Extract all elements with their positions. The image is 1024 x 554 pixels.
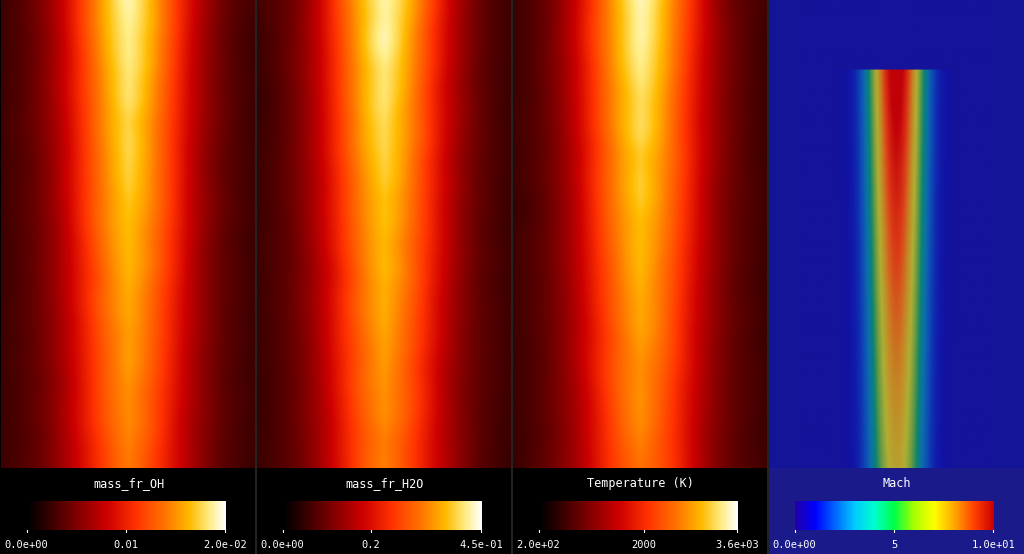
Text: mass_fr_OH: mass_fr_OH xyxy=(93,478,164,490)
Text: 4.5e-01: 4.5e-01 xyxy=(460,540,503,550)
Text: 0.0e+00: 0.0e+00 xyxy=(5,540,48,550)
Text: 0.2: 0.2 xyxy=(361,540,380,550)
Text: mass_fr_H2O: mass_fr_H2O xyxy=(345,478,424,490)
Text: 2.0e-02: 2.0e-02 xyxy=(204,540,247,550)
Text: 2000: 2000 xyxy=(632,540,656,550)
Text: 0.01: 0.01 xyxy=(114,540,138,550)
Text: 1.0e+01: 1.0e+01 xyxy=(972,540,1015,550)
Text: Mach: Mach xyxy=(883,478,910,490)
Text: Temperature (K): Temperature (K) xyxy=(587,478,694,490)
Text: 2.0e+02: 2.0e+02 xyxy=(517,540,560,550)
Text: 0.0e+00: 0.0e+00 xyxy=(773,540,816,550)
Text: 0.0e+00: 0.0e+00 xyxy=(261,540,304,550)
Text: 3.6e+03: 3.6e+03 xyxy=(716,540,759,550)
Text: 5: 5 xyxy=(891,540,897,550)
